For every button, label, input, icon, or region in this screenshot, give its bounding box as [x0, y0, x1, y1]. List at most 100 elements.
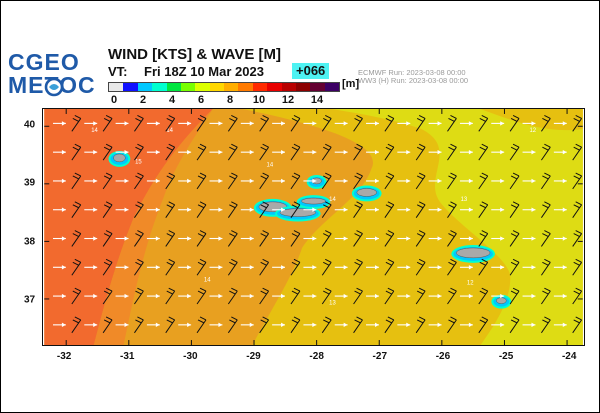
wave-height-label: 14 [204, 278, 211, 284]
wave-arrow-head [93, 178, 98, 184]
wind-barb-flag [199, 316, 207, 321]
wind-barb-flag [544, 172, 551, 177]
wave-arrow-head [218, 293, 223, 299]
scale-swatch [152, 83, 167, 91]
wind-barb-staff [71, 290, 82, 305]
wind-barb-flag [354, 146, 361, 151]
wave-arrow-head [93, 265, 98, 270]
wind-barb-flag [197, 233, 205, 237]
wind-barb-flag [356, 258, 363, 263]
wind-barb-staff [540, 233, 551, 247]
wind-barb-flag [448, 175, 455, 180]
wind-barb-staff [540, 319, 551, 334]
wave-arrow-head [218, 322, 223, 328]
wind-barb-flag [168, 287, 175, 292]
scale-swatch [180, 83, 196, 91]
wave-arrow-head [531, 178, 536, 184]
wave-arrow-head [562, 293, 567, 299]
wave-arrow-head [406, 207, 411, 212]
wind-barb-flag [197, 175, 205, 180]
wind-barb-staff [259, 290, 269, 305]
wind-barb-flag [573, 233, 580, 237]
wind-barb-staff [259, 146, 269, 161]
wind-barb-staff [509, 118, 520, 132]
wind-barb-flag [291, 175, 299, 180]
wind-barb-staff [134, 118, 144, 132]
wave-arrow-head [93, 322, 98, 328]
wind-barb-flag [260, 319, 267, 324]
wave-arrow-head [406, 121, 411, 126]
wind-barb-flag [542, 204, 549, 209]
wind-barb-flag [416, 233, 424, 237]
wind-barb-flag [197, 204, 205, 209]
wind-barb-staff [478, 290, 489, 305]
wind-barb-staff [415, 146, 426, 161]
wind-barb-flag [354, 233, 361, 237]
wind-barb-flag [72, 319, 79, 324]
island-sao-miguel [456, 247, 491, 259]
wind-barb-staff [196, 118, 207, 132]
wave-arrow-head [312, 236, 317, 241]
wind-barb-staff [572, 319, 583, 334]
wave-arrow-head [374, 322, 379, 328]
wave-arrow-head [312, 207, 317, 212]
wind-barb-flag [510, 204, 518, 209]
wave-height-label: 14 [91, 128, 98, 134]
wave-arrow-head [468, 121, 473, 126]
wind-barb-flag [323, 146, 330, 151]
wind-barb-flag [450, 316, 457, 321]
wind-barb-staff [134, 319, 144, 334]
wave-arrow-head [374, 207, 379, 212]
wind-barb-staff [102, 290, 113, 305]
wave-arrow-head [406, 149, 411, 155]
wind-barb-staff [353, 262, 363, 276]
longitude-label: -24 [561, 351, 577, 362]
wind-barb-flag [512, 172, 520, 177]
wind-barb-flag [356, 143, 363, 148]
wind-barb-staff [227, 262, 238, 276]
wind-barb-flag [166, 233, 173, 237]
wind-barb-flag [291, 319, 299, 324]
wind-barb-flag [542, 261, 549, 266]
wind-barb-staff [572, 118, 583, 132]
wind-barb-flag [575, 115, 582, 119]
wind-barb-flag [479, 204, 486, 209]
wind-barb-flag [387, 316, 395, 321]
wave-height-label: 14 [166, 128, 173, 134]
wind-barb-staff [165, 204, 176, 218]
wind-barb-staff [509, 204, 520, 218]
scale-swatch [166, 83, 181, 91]
wind-barb-staff [290, 175, 301, 190]
wave-arrow-head [61, 265, 66, 270]
wind-barb-flag [418, 287, 426, 292]
wind-barb-staff [227, 175, 238, 190]
wave-arrow-head [281, 322, 286, 328]
wind-barb-flag [510, 175, 518, 180]
wind-barb-flag [105, 172, 113, 177]
wave-arrow-head [500, 236, 505, 241]
wind-barb-flag [325, 143, 332, 148]
wind-barb-flag [103, 117, 111, 122]
wind-barb-flag [418, 115, 426, 119]
wind-barb-flag [544, 316, 551, 321]
wind-barb-flag [74, 230, 81, 234]
scale-swatch [195, 83, 210, 91]
wave-arrow-head [343, 178, 348, 184]
wave-arrow-head [437, 149, 442, 155]
wind-barb-flag [74, 201, 81, 206]
wave-arrow-head [187, 149, 192, 155]
wind-barb-flag [199, 258, 207, 263]
wind-barb-flag [354, 175, 361, 180]
wind-barb-staff [102, 233, 113, 247]
wind-barb-flag [354, 261, 361, 266]
wind-barb-flag [573, 319, 580, 324]
wind-barb-flag [544, 201, 551, 206]
wind-barb-staff [509, 262, 520, 276]
wind-barb-staff [134, 233, 144, 247]
wind-barb-flag [260, 146, 267, 151]
wave-arrow-head [249, 178, 254, 184]
wind-barb-flag [512, 201, 520, 206]
wave-arrow-head [249, 121, 254, 126]
wind-barb-flag [448, 204, 455, 209]
wind-barb-flag [387, 143, 395, 148]
